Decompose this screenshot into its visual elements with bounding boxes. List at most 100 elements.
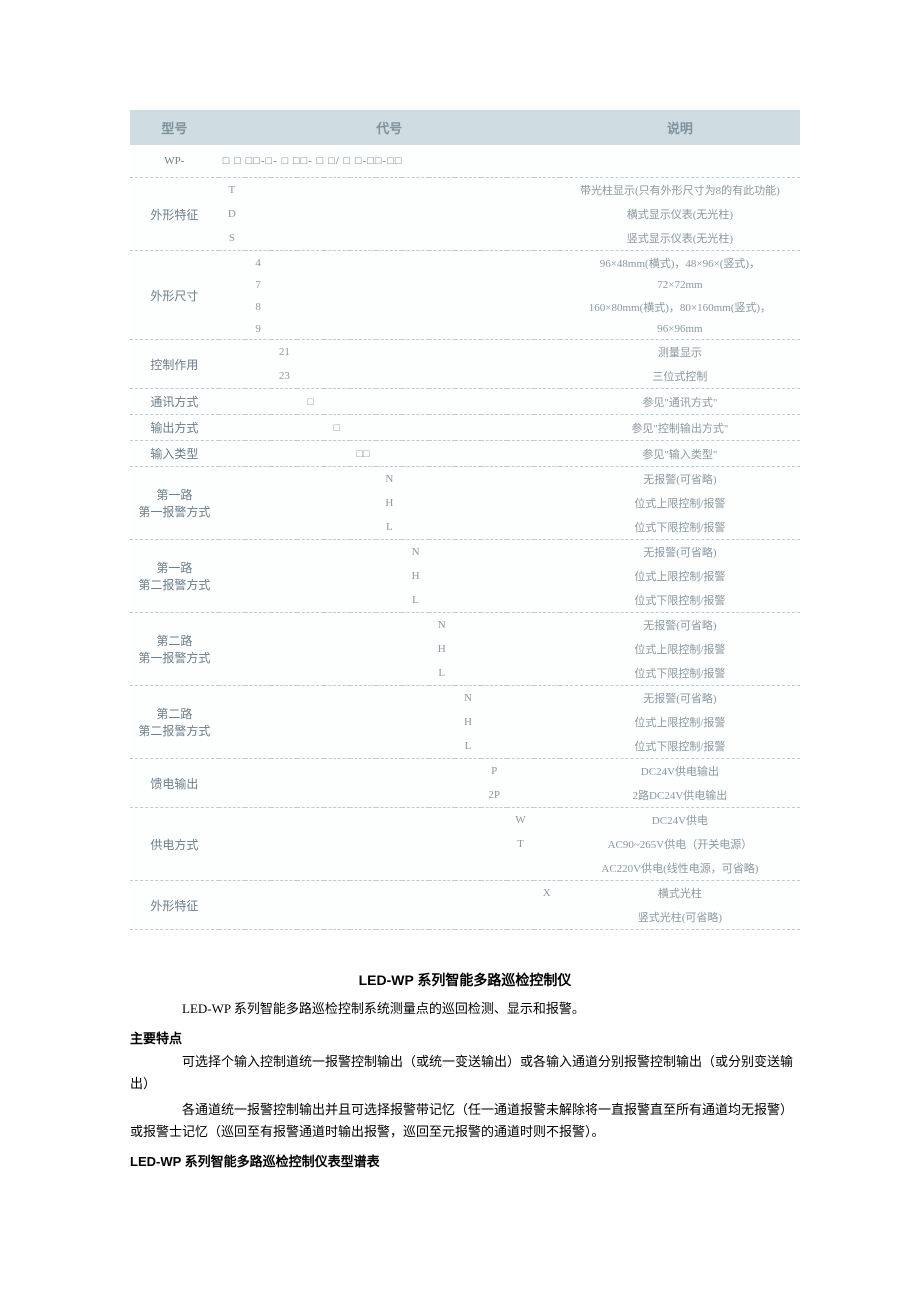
desc-cell: 96×96mm [560,319,800,340]
empty-cell [429,178,455,203]
empty-cell [402,178,428,203]
empty-cell [507,540,533,565]
desc-cell: 位式下限控制/报警 [560,734,800,759]
empty-cell [429,540,455,565]
empty-cell [245,661,271,686]
empty-cell [350,613,376,638]
empty-cell [481,467,507,492]
empty-cell [297,319,323,340]
empty-cell [324,491,350,515]
table-row: 馈电输出 P DC24V供电输出 [130,759,800,784]
empty-cell [271,734,297,759]
empty-cell [402,661,428,686]
empty-cell [507,319,533,340]
empty-cell [324,515,350,540]
empty-cell [350,832,376,856]
empty-cell [455,389,481,415]
empty-cell [507,441,533,467]
empty-cell [455,905,481,930]
empty-cell [297,710,323,734]
empty-cell [324,710,350,734]
table-row: 外形尺寸 4 96×48mm(横式)，48×96×(竖式)， [130,251,800,276]
empty-cell [402,251,428,276]
empty-cell [481,588,507,613]
empty-cell [481,856,507,881]
empty-cell [534,226,560,251]
empty-cell [534,637,560,661]
empty-cell [481,661,507,686]
empty-cell [455,515,481,540]
empty-cell [376,856,402,881]
empty-cell [245,491,271,515]
empty-cell [455,364,481,389]
empty-cell [324,759,350,784]
empty-cell [534,319,560,340]
empty-cell [297,661,323,686]
desc-cell: 位式下限控制/报警 [560,588,800,613]
empty-cell [376,226,402,251]
empty-cell [455,275,481,295]
table-row: AC220V供电(线性电源，可省略) [130,856,800,881]
table-row: 输出方式 □ 参见"控制输出方式" [130,415,800,441]
empty-cell [350,491,376,515]
empty-cell [402,226,428,251]
empty-cell [297,275,323,295]
empty-cell [429,441,455,467]
empty-cell [271,515,297,540]
empty-cell [507,491,533,515]
empty-cell [455,467,481,492]
desc-cell: DC24V供电 [560,808,800,833]
empty-cell [297,202,323,226]
empty-cell [376,564,402,588]
desc-cell: 无报警(可省略) [560,540,800,565]
empty-cell [534,856,560,881]
table-row: 9 96×96mm [130,319,800,340]
desc-cell: 横式光柱 [560,881,800,906]
empty-cell [350,661,376,686]
empty-cell [245,881,271,906]
empty-cell [324,251,350,276]
empty-cell [376,613,402,638]
empty-cell [219,415,245,441]
empty-cell [534,364,560,389]
empty-cell [376,389,402,415]
table-row: 通讯方式 □ 参见"通讯方式" [130,389,800,415]
empty-cell [455,319,481,340]
empty-cell [245,441,271,467]
table-row: D 横式显示仪表(无光柱) [130,202,800,226]
empty-cell [481,564,507,588]
empty-cell [245,808,271,833]
empty-cell [271,881,297,906]
code-cell: □ [297,389,323,415]
empty-cell [429,832,455,856]
table-row: L 位式下限控制/报警 [130,588,800,613]
code-cell: H [429,637,455,661]
empty-cell [402,491,428,515]
empty-cell [507,364,533,389]
empty-cell [297,637,323,661]
empty-cell [455,564,481,588]
empty-cell [429,588,455,613]
empty-cell [481,540,507,565]
empty-cell [350,856,376,881]
empty-cell [429,686,455,711]
empty-cell [534,710,560,734]
empty-cell [271,441,297,467]
empty-cell [481,226,507,251]
code-cell: X [534,881,560,906]
empty-cell [297,856,323,881]
empty-cell [219,759,245,784]
empty-cell [350,564,376,588]
empty-cell [534,415,560,441]
empty-cell [219,783,245,808]
empty-cell [534,832,560,856]
table-row: H 位式上限控制/报警 [130,710,800,734]
empty-cell [376,637,402,661]
empty-cell [271,856,297,881]
empty-cell [271,637,297,661]
empty-cell [219,467,245,492]
empty-cell [376,251,402,276]
code-cell [534,905,560,930]
code-cell: W [507,808,533,833]
empty-cell [534,686,560,711]
